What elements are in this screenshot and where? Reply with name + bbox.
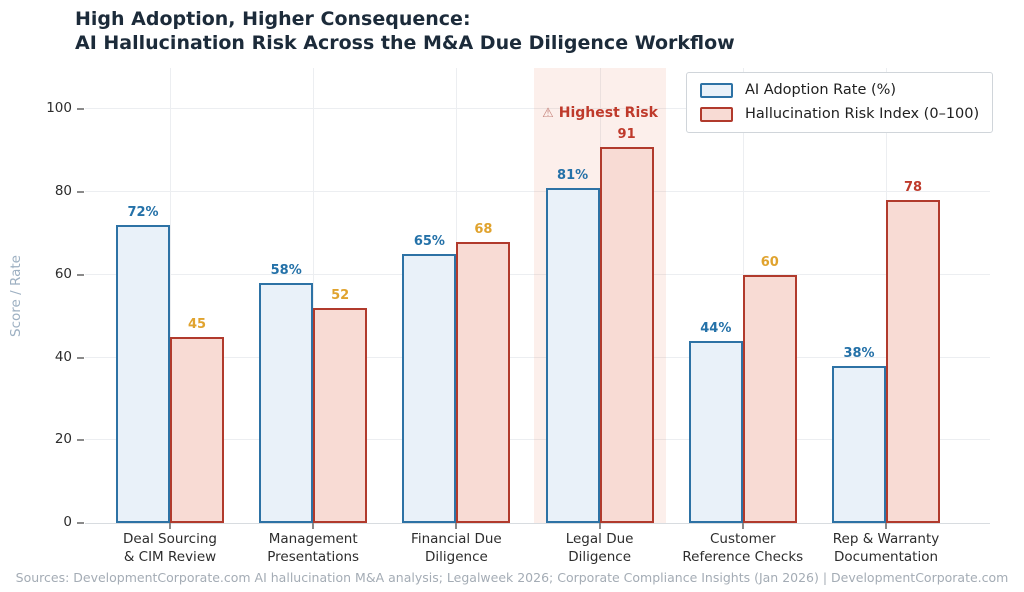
adoption-bar-2 (259, 283, 314, 523)
adoption-value-label-5: 44% (700, 321, 732, 336)
x-category-label: Rep & Warranty Documentation (832, 531, 940, 565)
grid-line-h (85, 273, 990, 275)
y-tick-mark (77, 356, 84, 359)
x-tick-mark (598, 523, 601, 529)
x-tick-mark (169, 523, 171, 529)
y-tick-label: 40 (54, 348, 72, 365)
risk-bar-6 (886, 200, 940, 523)
risk-value-label-3: 68 (474, 221, 493, 237)
x-category-label: Management Presentations (267, 531, 360, 565)
risk-bar-1 (170, 336, 224, 523)
legend-label-risk: Hallucination Risk Index (0–100) (745, 106, 980, 122)
grid-line-v (170, 68, 171, 523)
warning-triangle-icon: ⚠ (542, 106, 554, 121)
risk-value-label-5: 60 (760, 254, 779, 270)
adoption-value-label-6: 38% (843, 345, 875, 361)
adoption-value-label-3: 65% (413, 234, 445, 250)
y-tick-label: 0 (63, 514, 72, 530)
y-tick-mark (77, 273, 84, 276)
y-tick-mark (77, 108, 84, 111)
x-tick-mark (455, 523, 458, 529)
x-tick-mark (885, 523, 887, 529)
x-category-label: Financial Due Diligence (411, 531, 502, 565)
y-tick-label: 20 (54, 431, 72, 448)
risk-bar-5 (742, 274, 797, 523)
adoption-bar-5 (688, 341, 743, 523)
legend: AI Adoption Rate (%) Hallucination Risk … (686, 72, 994, 133)
adoption-value-label-2: 58% (270, 263, 302, 279)
x-tick-mark (741, 523, 744, 529)
legend-item-adoption: AI Adoption Rate (%) (700, 82, 979, 98)
legend-item-risk: Hallucination Risk Index (0–100) (700, 106, 979, 122)
y-tick-mark (77, 439, 84, 442)
risk-bar-4 (599, 146, 654, 523)
chart-title: High Adoption, Higher Consequence: AI Ha… (75, 8, 735, 54)
adoption-bar-1 (116, 225, 170, 523)
legend-swatch-adoption (700, 82, 733, 98)
grid-line-v (313, 68, 315, 523)
y-tick-label: 60 (54, 265, 72, 282)
risk-bar-2 (313, 307, 368, 523)
y-tick-mark (77, 191, 84, 194)
grid-line-h (85, 108, 990, 110)
x-category-label: Deal Sourcing & CIM Review (123, 531, 217, 565)
y-tick-mark (77, 522, 84, 524)
highest-risk-annotation: ⚠ Highest Risk (542, 105, 658, 121)
grid-line-h (85, 439, 990, 441)
adoption-value-label-1: 72% (127, 205, 159, 221)
adoption-value-label-4: 81% (557, 167, 589, 183)
y-tick-label: 80 (54, 183, 72, 200)
source-attribution: Sources: DevelopmentCorporate.com AI hal… (15, 570, 1009, 585)
legend-label-adoption: AI Adoption Rate (%) (745, 82, 897, 98)
x-category-label: Legal Due Diligence (565, 531, 634, 565)
y-tick-label: 100 (46, 100, 72, 117)
risk-value-label-1: 45 (187, 316, 207, 332)
plot-area: 72% 45 58% 52 65% 68 81% 91 44% 60 38% 78 ⚠ Highest … (85, 68, 990, 524)
risk-value-label-6: 78 (903, 180, 923, 196)
x-category-label: Customer Reference Checks (682, 531, 804, 565)
x-tick-mark (312, 523, 315, 529)
risk-value-label-4: 91 (617, 126, 636, 142)
highest-risk-annotation-label: Highest Risk (558, 105, 658, 121)
adoption-bar-4 (545, 187, 600, 523)
grid-line-h (85, 356, 990, 358)
adoption-bar-6 (832, 365, 886, 523)
legend-swatch-risk (700, 106, 733, 122)
risk-bar-3 (456, 241, 511, 523)
grid-line-h (85, 191, 990, 193)
y-axis-label: Score / Rate (8, 255, 24, 337)
risk-value-label-2: 52 (331, 287, 350, 303)
adoption-bar-3 (402, 254, 457, 523)
